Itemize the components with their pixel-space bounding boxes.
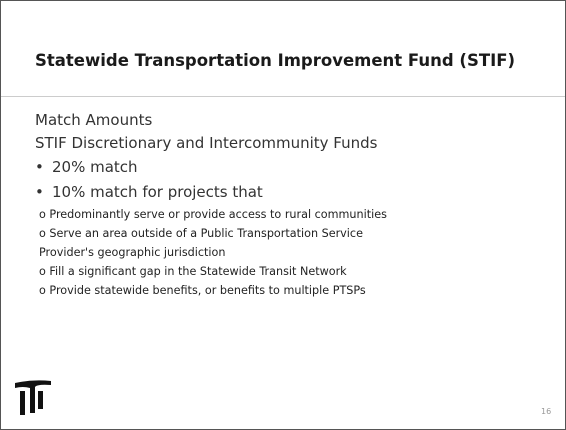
bullet: 20% match: [35, 155, 455, 180]
sub-item: o Fill a significant gap in the Statewid…: [39, 265, 347, 278]
sub-item: o Serve an area outside of a Public Tran…: [39, 227, 363, 259]
sub-item: o Provide statewide benefits, or benefit…: [39, 284, 366, 297]
slide-title: Statewide Transportation Improvement Fun…: [35, 51, 516, 70]
heading: Match Amounts: [35, 111, 153, 129]
sub-list: o Predominantly serve or provide access …: [35, 205, 419, 300]
logo: [15, 380, 51, 415]
sub-item: o Predominantly serve or provide access …: [39, 208, 387, 221]
page-number: 16: [541, 407, 552, 416]
title-rule: [1, 96, 565, 97]
slide-body: Match Amounts STIF Discretionary and Int…: [35, 109, 455, 300]
subheading: STIF Discretionary and Intercommunity Fu…: [35, 134, 378, 152]
bullet: 10% match for projects that: [35, 180, 455, 205]
